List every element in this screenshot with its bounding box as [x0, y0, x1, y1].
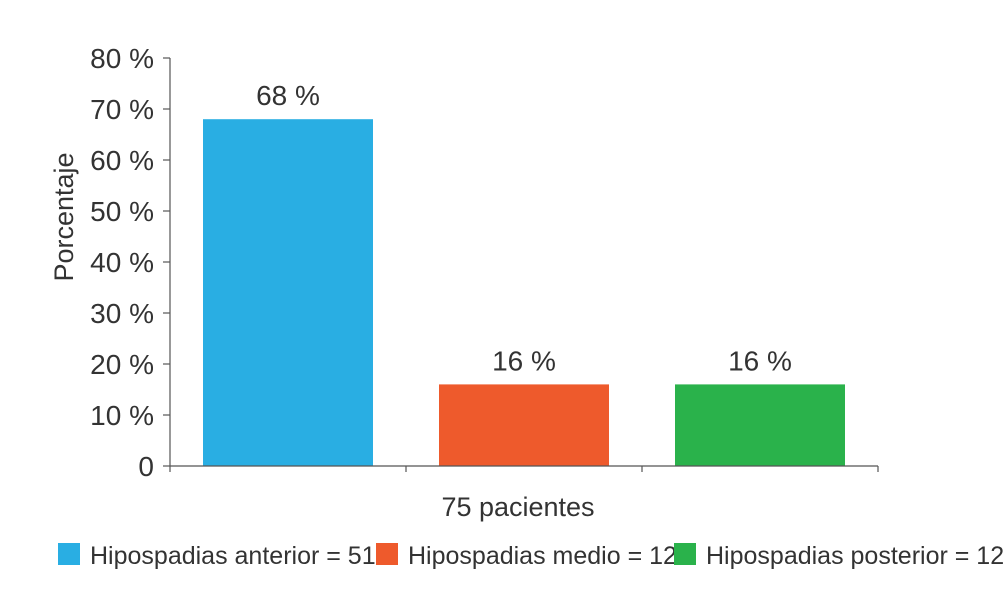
- legend-swatch: [376, 543, 398, 565]
- legend-item: Hipospadias medio = 12: [376, 542, 677, 570]
- legend-item: Hipospadias anterior = 51: [58, 542, 376, 570]
- bar-value-label: 16 %: [728, 345, 792, 376]
- y-tick-label: 80 %: [90, 43, 154, 74]
- y-tick-label: 50 %: [90, 196, 154, 227]
- legend-label: Hipospadias medio = 12: [408, 542, 677, 570]
- y-tick-label: 10 %: [90, 400, 154, 431]
- bar: [203, 119, 373, 466]
- y-tick-label: 40 %: [90, 247, 154, 278]
- y-tick-label: 0: [138, 451, 154, 482]
- legend-label: Hipospadias anterior = 51: [90, 542, 376, 570]
- legend: Hipospadias anterior = 51 Hipospadias med…: [58, 542, 1004, 570]
- y-tick-label: 60 %: [90, 145, 154, 176]
- y-axis-title: Porcentaje: [49, 152, 79, 281]
- legend-label: Hipospadias posterior = 12: [706, 542, 1004, 570]
- y-ticks-layer: 0 10 % 20 % 30 % 40 % 50 % 60 % 70 % 80 %: [90, 43, 170, 482]
- bar: [675, 384, 845, 466]
- legend-item: Hipospadias posterior = 12: [674, 542, 1004, 570]
- value-labels-layer: 68 % 16 % 16 %: [256, 80, 792, 376]
- legend-swatch: [674, 543, 696, 565]
- y-tick-label: 30 %: [90, 298, 154, 329]
- legend-swatch: [58, 543, 80, 565]
- y-tick-label: 20 %: [90, 349, 154, 380]
- bar: [439, 384, 609, 466]
- bars-layer: [203, 119, 845, 466]
- y-tick-label: 70 %: [90, 94, 154, 125]
- bar-value-label: 68 %: [256, 80, 320, 111]
- bar-value-label: 16 %: [492, 345, 556, 376]
- x-axis-title: 75 pacientes: [441, 492, 594, 522]
